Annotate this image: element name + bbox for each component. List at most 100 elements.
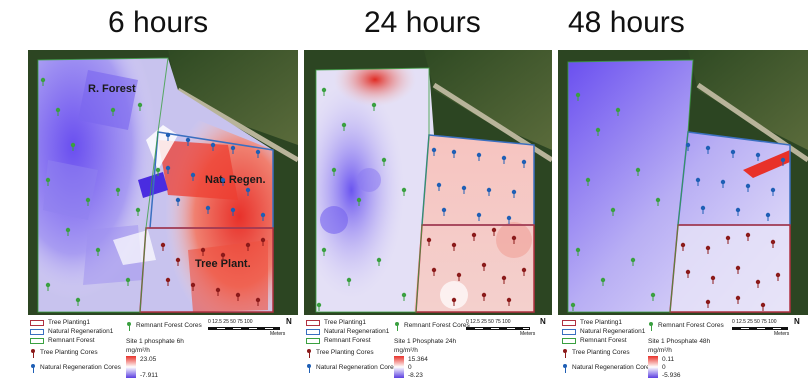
remnant-core-marker[interactable] [570, 302, 576, 311]
regen-core-marker[interactable] [780, 157, 786, 166]
remnant-core-marker[interactable] [316, 302, 322, 311]
regen-core-marker[interactable] [461, 185, 467, 194]
tree-core-marker[interactable] [491, 227, 497, 236]
tree-core-marker[interactable] [245, 242, 251, 251]
regen-core-marker[interactable] [255, 149, 261, 158]
tree-core-marker[interactable] [190, 282, 196, 291]
tree-core-marker[interactable] [220, 252, 226, 261]
regen-core-marker[interactable] [245, 187, 251, 196]
regen-core-marker[interactable] [165, 132, 171, 141]
regen-core-marker[interactable] [476, 212, 482, 221]
regen-core-marker[interactable] [441, 207, 447, 216]
tree-core-marker[interactable] [481, 262, 487, 271]
remnant-core-marker[interactable] [371, 102, 377, 111]
remnant-core-marker[interactable] [65, 227, 71, 236]
tree-core-marker[interactable] [471, 232, 477, 241]
tree-core-marker[interactable] [200, 247, 206, 256]
remnant-core-marker[interactable] [655, 197, 661, 206]
tree-core-marker[interactable] [451, 297, 457, 306]
remnant-core-marker[interactable] [650, 292, 656, 301]
remnant-core-marker[interactable] [321, 247, 327, 256]
tree-core-marker[interactable] [685, 269, 691, 278]
remnant-core-marker[interactable] [575, 247, 581, 256]
remnant-core-marker[interactable] [635, 167, 641, 176]
regen-core-marker[interactable] [205, 205, 211, 214]
remnant-core-marker[interactable] [630, 257, 636, 266]
tree-core-marker[interactable] [775, 272, 781, 281]
regen-core-marker[interactable] [705, 145, 711, 154]
remnant-core-marker[interactable] [45, 177, 51, 186]
tree-core-marker[interactable] [705, 299, 711, 308]
remnant-core-marker[interactable] [381, 157, 387, 166]
regen-core-marker[interactable] [506, 215, 512, 224]
tree-core-marker[interactable] [235, 292, 241, 301]
tree-core-marker[interactable] [710, 275, 716, 284]
regen-core-marker[interactable] [220, 177, 226, 186]
remnant-core-marker[interactable] [595, 127, 601, 136]
regen-core-marker[interactable] [230, 145, 236, 154]
remnant-core-marker[interactable] [376, 257, 382, 266]
regen-core-marker[interactable] [190, 172, 196, 181]
tree-core-marker[interactable] [165, 277, 171, 286]
remnant-core-marker[interactable] [45, 282, 51, 291]
remnant-core-marker[interactable] [135, 207, 141, 216]
tree-core-marker[interactable] [521, 267, 527, 276]
remnant-core-marker[interactable] [40, 77, 46, 86]
regen-core-marker[interactable] [431, 147, 437, 156]
regen-core-marker[interactable] [770, 187, 776, 196]
remnant-core-marker[interactable] [70, 142, 76, 151]
remnant-core-marker[interactable] [346, 277, 352, 286]
remnant-core-marker[interactable] [321, 87, 327, 96]
tree-core-marker[interactable] [255, 297, 261, 306]
remnant-core-marker[interactable] [110, 107, 116, 116]
tree-core-marker[interactable] [705, 245, 711, 254]
tree-core-marker[interactable] [680, 242, 686, 251]
regen-core-marker[interactable] [486, 187, 492, 196]
regen-core-marker[interactable] [175, 197, 181, 206]
tree-core-marker[interactable] [160, 242, 166, 251]
regen-core-marker[interactable] [501, 155, 507, 164]
regen-core-marker[interactable] [745, 183, 751, 192]
regen-core-marker[interactable] [720, 179, 726, 188]
tree-core-marker[interactable] [501, 275, 507, 284]
regen-core-marker[interactable] [700, 205, 706, 214]
tree-core-marker[interactable] [506, 297, 512, 306]
tree-core-marker[interactable] [260, 237, 266, 246]
remnant-core-marker[interactable] [575, 92, 581, 101]
remnant-core-marker[interactable] [95, 247, 101, 256]
remnant-core-marker[interactable] [55, 107, 61, 116]
remnant-core-marker[interactable] [341, 122, 347, 131]
tree-core-marker[interactable] [215, 287, 221, 296]
regen-core-marker[interactable] [735, 207, 741, 216]
regen-core-marker[interactable] [521, 159, 527, 168]
regen-core-marker[interactable] [730, 149, 736, 158]
regen-core-marker[interactable] [451, 149, 457, 158]
regen-core-marker[interactable] [210, 142, 216, 151]
tree-core-marker[interactable] [511, 235, 517, 244]
tree-core-marker[interactable] [770, 239, 776, 248]
tree-core-marker[interactable] [735, 265, 741, 274]
regen-core-marker[interactable] [755, 152, 761, 161]
tree-core-marker[interactable] [456, 272, 462, 281]
regen-core-marker[interactable] [185, 137, 191, 146]
regen-core-marker[interactable] [476, 152, 482, 161]
map-24h[interactable] [304, 50, 552, 315]
regen-core-marker[interactable] [695, 177, 701, 186]
regen-core-marker[interactable] [230, 207, 236, 216]
remnant-core-marker[interactable] [610, 207, 616, 216]
remnant-core-marker[interactable] [85, 197, 91, 206]
tree-core-marker[interactable] [481, 292, 487, 301]
tree-core-marker[interactable] [426, 237, 432, 246]
tree-core-marker[interactable] [760, 302, 766, 311]
regen-core-marker[interactable] [436, 182, 442, 191]
tree-core-marker[interactable] [725, 235, 731, 244]
remnant-core-marker[interactable] [125, 277, 131, 286]
tree-core-marker[interactable] [745, 232, 751, 241]
remnant-core-marker[interactable] [331, 167, 337, 176]
tree-core-marker[interactable] [735, 295, 741, 304]
remnant-core-marker[interactable] [356, 197, 362, 206]
remnant-core-marker[interactable] [585, 177, 591, 186]
remnant-core-marker[interactable] [401, 187, 407, 196]
regen-core-marker[interactable] [685, 142, 691, 151]
remnant-core-marker[interactable] [615, 107, 621, 116]
